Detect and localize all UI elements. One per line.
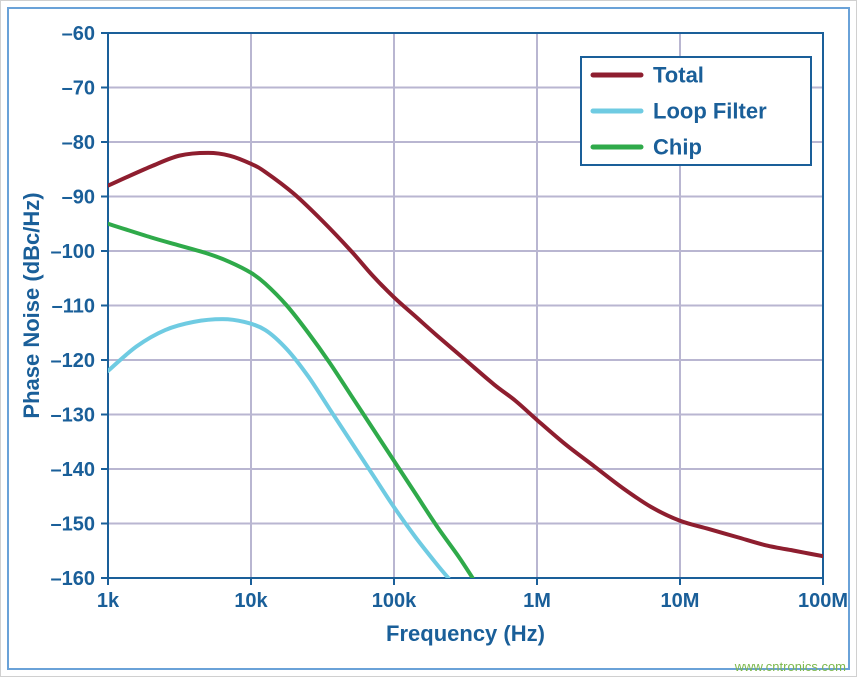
outer-frame: 1k 10k 100k 1M 10M 100M –60 –70 –80 –90 –100 –110 –1…	[0, 0, 857, 677]
series-total	[108, 153, 823, 556]
y-tick-label: –110	[52, 296, 95, 318]
x-tick-label: 10k	[234, 590, 268, 612]
y-tick-label: –80	[62, 132, 95, 154]
x-tick-label: 100k	[372, 590, 417, 612]
legend: Total Loop Filter Chip	[581, 57, 811, 165]
y-tick-label: –120	[51, 350, 96, 372]
y-tick-label: –60	[62, 23, 95, 45]
phase-noise-chart: 1k 10k 100k 1M 10M 100M –60 –70 –80 –90 –100 –110 –1…	[9, 9, 854, 674]
y-tick-label: –90	[62, 187, 95, 209]
y-tick-label: –160	[51, 568, 96, 590]
x-tick-label: 1M	[523, 590, 551, 612]
y-axis-label: Phase Noise (dBc/Hz)	[19, 192, 44, 418]
series-loop-filter	[108, 319, 448, 578]
y-tick-label: –150	[51, 514, 96, 536]
legend-label: Loop Filter	[653, 99, 767, 124]
x-tick-label: 1k	[97, 590, 120, 612]
y-tick-label: –100	[51, 241, 96, 263]
y-tick-label: –140	[51, 459, 96, 481]
legend-label: Chip	[653, 135, 702, 160]
x-tick-label: 10M	[661, 590, 700, 612]
series-chip	[108, 224, 473, 578]
x-axis-label: Frequency (Hz)	[386, 621, 545, 646]
chart-panel: 1k 10k 100k 1M 10M 100M –60 –70 –80 –90 –100 –110 –1…	[7, 7, 850, 670]
watermark-text: www.cntronics.com	[735, 659, 846, 674]
y-tick-label: –70	[62, 78, 95, 100]
series-group	[108, 153, 823, 578]
y-tick-label: –130	[51, 405, 96, 427]
legend-label: Total	[653, 63, 704, 88]
x-tick-label: 100M	[798, 590, 848, 612]
